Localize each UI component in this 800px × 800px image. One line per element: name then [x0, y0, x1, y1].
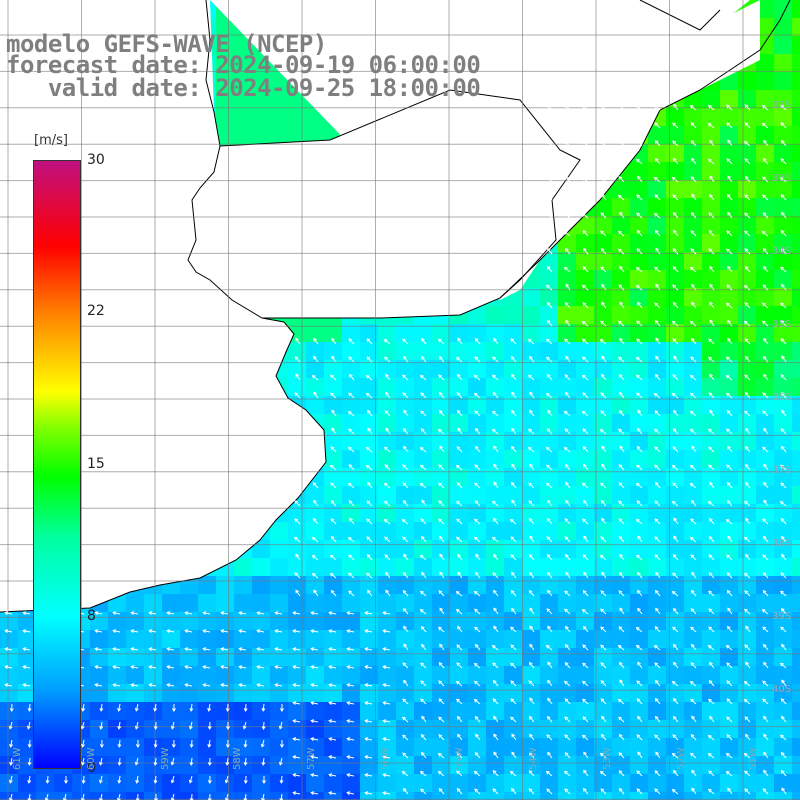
lon-label-51w: 51W — [748, 747, 759, 770]
lon-label-56w: 56W — [380, 747, 391, 770]
lat-label-35s: 35S — [772, 319, 792, 330]
coastline-west — [0, 0, 327, 613]
lat-label-37s: 37S — [772, 465, 792, 476]
lat-label-32s: 32S — [772, 100, 792, 111]
colorbar: [m/s] 30 22 15 8 0 — [0, 0, 120, 800]
lon-label-57w: 57W — [306, 747, 317, 770]
colorbar-tick-8: 8 — [87, 608, 96, 624]
lon-label-54w: 54W — [528, 747, 539, 770]
lat-label-33s: 33S — [772, 173, 792, 184]
lat-label-34s: 34S — [772, 246, 792, 257]
lon-label-53w: 53W — [602, 747, 613, 770]
forecast-date: forecast date: 2024-09-19 06:00:00 — [6, 51, 481, 79]
colorbar-tick-30: 30 — [87, 152, 105, 168]
lat-label-36s: 36S — [772, 392, 792, 403]
lon-label-59w: 59W — [160, 747, 171, 770]
lat-label-40s: 40S — [772, 684, 792, 695]
colorbar-gradient — [33, 160, 81, 769]
colorbar-tick-22: 22 — [87, 303, 105, 319]
lon-label-58w: 58W — [232, 747, 243, 770]
lat-label-39s: 39S — [772, 611, 792, 622]
lon-label-55w: 55W — [454, 747, 465, 770]
wind-arrows — [4, 103, 787, 800]
uruguay-land — [188, 0, 760, 318]
lon-label-52w: 52W — [676, 747, 687, 770]
colorbar-tick-15: 15 — [87, 456, 105, 472]
valid-date: valid date: 2024-09-25 18:00:00 — [6, 74, 481, 102]
colorbar-unit: [m/s] — [34, 133, 68, 148]
lat-label-38s: 38S — [772, 538, 792, 549]
colorbar-tick-0: 0 — [87, 760, 96, 776]
lon-label-60w: 60W — [86, 747, 97, 770]
lon-label-61w: 61W — [12, 747, 23, 770]
map-title: modelo GEFS-WAVE (NCEP) — [6, 30, 327, 58]
coastline-uruguay — [219, 89, 581, 319]
